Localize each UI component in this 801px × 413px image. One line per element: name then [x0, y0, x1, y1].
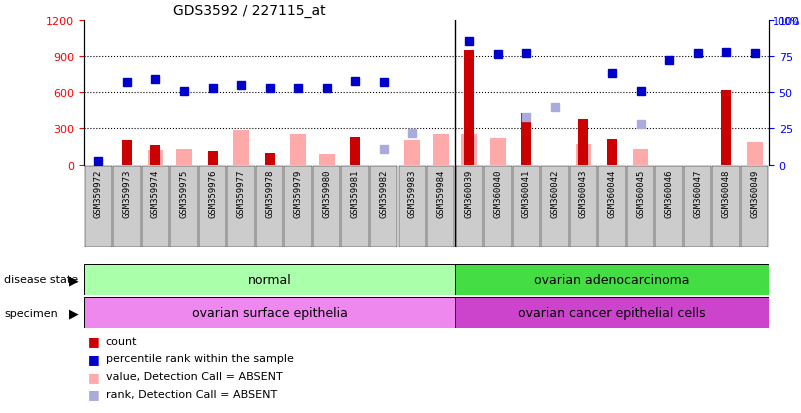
- Bar: [122, 141, 132, 165]
- Text: GSM359976: GSM359976: [208, 169, 217, 218]
- Text: value, Detection Call = ABSENT: value, Detection Call = ABSENT: [106, 371, 283, 381]
- Bar: [151, 146, 160, 165]
- Text: GSM360041: GSM360041: [522, 169, 531, 218]
- FancyBboxPatch shape: [627, 167, 654, 248]
- Bar: [465, 51, 474, 165]
- FancyBboxPatch shape: [84, 264, 455, 295]
- Text: ovarian surface epithelia: ovarian surface epithelia: [191, 306, 348, 319]
- Bar: [633, 150, 648, 165]
- Text: GSM359974: GSM359974: [151, 169, 160, 218]
- FancyBboxPatch shape: [741, 167, 768, 248]
- Text: GSM360040: GSM360040: [493, 169, 502, 218]
- FancyBboxPatch shape: [85, 167, 112, 248]
- FancyBboxPatch shape: [399, 167, 426, 248]
- Text: GSM360039: GSM360039: [465, 169, 474, 218]
- Bar: [176, 150, 191, 165]
- Bar: [521, 114, 531, 165]
- Text: GSM359983: GSM359983: [408, 169, 417, 218]
- FancyBboxPatch shape: [598, 167, 626, 248]
- Text: ovarian adenocarcinoma: ovarian adenocarcinoma: [534, 273, 690, 286]
- Text: GSM359975: GSM359975: [179, 169, 188, 218]
- FancyBboxPatch shape: [455, 264, 769, 295]
- Text: ■: ■: [88, 352, 100, 365]
- Text: GSM360042: GSM360042: [550, 169, 559, 218]
- Bar: [461, 135, 477, 165]
- Text: ■: ■: [88, 387, 100, 401]
- Bar: [350, 138, 360, 165]
- Bar: [433, 135, 449, 165]
- Bar: [319, 154, 335, 165]
- FancyBboxPatch shape: [541, 167, 569, 248]
- FancyBboxPatch shape: [256, 167, 284, 248]
- Text: percentile rank within the sample: percentile rank within the sample: [106, 354, 294, 363]
- Text: GSM359973: GSM359973: [123, 169, 131, 218]
- FancyBboxPatch shape: [284, 167, 312, 248]
- FancyBboxPatch shape: [370, 167, 397, 248]
- Text: GSM360046: GSM360046: [665, 169, 674, 218]
- Bar: [607, 140, 617, 165]
- FancyBboxPatch shape: [684, 167, 711, 248]
- Text: GSM360049: GSM360049: [751, 169, 759, 218]
- FancyBboxPatch shape: [199, 167, 226, 248]
- Text: ▶: ▶: [69, 306, 78, 319]
- Text: GSM360048: GSM360048: [722, 169, 731, 218]
- Bar: [264, 153, 275, 165]
- FancyBboxPatch shape: [570, 167, 598, 248]
- Text: GSM360047: GSM360047: [693, 169, 702, 218]
- FancyBboxPatch shape: [313, 167, 340, 248]
- Bar: [290, 135, 306, 165]
- Text: GSM359981: GSM359981: [351, 169, 360, 218]
- FancyBboxPatch shape: [712, 167, 740, 248]
- Bar: [490, 139, 505, 165]
- Bar: [147, 151, 163, 165]
- Text: GSM360044: GSM360044: [607, 169, 617, 218]
- FancyBboxPatch shape: [427, 167, 454, 248]
- FancyBboxPatch shape: [227, 167, 255, 248]
- Text: count: count: [106, 336, 137, 346]
- FancyBboxPatch shape: [513, 167, 540, 248]
- Bar: [578, 119, 589, 165]
- Text: ■: ■: [88, 370, 100, 383]
- FancyBboxPatch shape: [113, 167, 141, 248]
- FancyBboxPatch shape: [456, 167, 483, 248]
- Bar: [747, 142, 763, 165]
- Bar: [721, 90, 731, 165]
- Text: ovarian cancer epithelial cells: ovarian cancer epithelial cells: [518, 306, 706, 319]
- Text: GSM360043: GSM360043: [579, 169, 588, 218]
- FancyBboxPatch shape: [341, 167, 369, 248]
- Text: GSM359972: GSM359972: [94, 169, 103, 218]
- Text: ▶: ▶: [69, 273, 78, 286]
- Text: GDS3592 / 227115_at: GDS3592 / 227115_at: [173, 4, 326, 18]
- Text: GSM359982: GSM359982: [379, 169, 388, 218]
- Bar: [207, 152, 218, 165]
- Text: specimen: specimen: [4, 308, 58, 318]
- Bar: [405, 141, 420, 165]
- Text: GSM359978: GSM359978: [265, 169, 274, 218]
- FancyBboxPatch shape: [484, 167, 512, 248]
- Text: ■: ■: [88, 334, 100, 347]
- Text: GSM360045: GSM360045: [636, 169, 645, 218]
- Text: GSM359977: GSM359977: [236, 169, 246, 218]
- Text: disease state: disease state: [4, 275, 78, 285]
- Text: rank, Detection Call = ABSENT: rank, Detection Call = ABSENT: [106, 389, 277, 399]
- Bar: [576, 145, 591, 165]
- FancyBboxPatch shape: [84, 297, 455, 328]
- Text: GSM359980: GSM359980: [322, 169, 331, 218]
- Text: normal: normal: [248, 273, 292, 286]
- Text: GSM359979: GSM359979: [294, 169, 303, 218]
- FancyBboxPatch shape: [455, 297, 769, 328]
- FancyBboxPatch shape: [171, 167, 198, 248]
- Bar: [233, 130, 249, 165]
- FancyBboxPatch shape: [142, 167, 169, 248]
- Text: GSM359984: GSM359984: [437, 169, 445, 218]
- FancyBboxPatch shape: [655, 167, 682, 248]
- Text: 100%: 100%: [773, 17, 800, 26]
